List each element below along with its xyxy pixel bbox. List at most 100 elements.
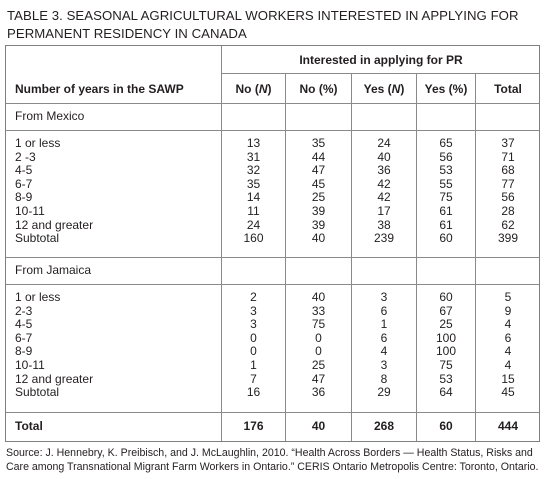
cell-no-n: 7: [250, 371, 257, 386]
cell-total: 71: [501, 149, 515, 164]
cell-yes-n: 24: [377, 136, 391, 150]
cell-total: 62: [501, 217, 515, 232]
cell-no-n: 160: [243, 231, 264, 246]
cell-yes-pct: 61: [439, 217, 453, 232]
cell-yes-n: 38: [377, 217, 391, 232]
cell-no-pct: 40: [311, 231, 326, 246]
cell-no-pct: 36: [311, 385, 326, 400]
row-label: 6-7: [15, 330, 33, 345]
col-divider: [285, 74, 286, 441]
cell-total: 77: [501, 176, 515, 191]
cell-total: 4: [504, 358, 512, 372]
row-label: 1 or less: [15, 290, 61, 304]
cell-yes-n: 42: [377, 190, 391, 205]
cell-yes-n: 239: [373, 231, 395, 246]
row-label: 12 and greater: [15, 371, 94, 386]
cell-yes-n: 17: [377, 204, 391, 218]
row-label: 10-11: [15, 358, 45, 372]
cell-no-pct: 45: [311, 176, 326, 191]
cell-yes-pct: 75: [439, 358, 453, 372]
cell-total: 4: [504, 344, 512, 359]
section-label-jamaica: From Jamaica: [15, 263, 92, 277]
cell-yes-n: 42: [377, 176, 391, 191]
cell-no-pct: 35: [311, 136, 326, 150]
row-label: 8-9: [15, 190, 33, 205]
total-yes-n: 268: [373, 419, 395, 433]
cell-no-pct: 33: [311, 303, 326, 318]
cell-yes-pct: 60: [439, 290, 453, 304]
cell-no-n: 11: [247, 204, 260, 218]
cell-no-pct: 25: [311, 358, 326, 372]
cell-total: 399: [497, 231, 519, 246]
cell-no-pct: 75: [311, 317, 326, 332]
cell-no-n: 32: [246, 163, 261, 178]
total-no-n: 176: [243, 419, 264, 433]
cell-no-n: 3: [250, 303, 257, 318]
cell-no-pct: 0: [315, 344, 322, 359]
row-label: 4-5: [15, 163, 33, 178]
cell-yes-pct: 100: [435, 330, 457, 345]
cell-no-n: 3: [250, 317, 257, 332]
cell-total: 37: [501, 136, 515, 150]
total-yes-pct: 60: [439, 419, 453, 433]
mexico-label-rule: [6, 130, 539, 131]
cell-yes-n: 8: [380, 371, 388, 386]
cell-total: 6: [504, 330, 512, 345]
cell-total: 56: [501, 190, 515, 205]
cell-no-n: 2: [250, 290, 257, 304]
col-header-total: Total: [494, 82, 522, 96]
cell-no-pct: 40: [311, 290, 326, 304]
cell-no-n: 31: [246, 149, 261, 164]
cell-yes-n: 40: [377, 149, 391, 164]
row-label: Subtotal: [15, 231, 60, 246]
col-header-yes-pct: Yes (%): [424, 82, 468, 96]
row-label: 12 and greater: [15, 217, 94, 232]
cell-total: 9: [504, 303, 512, 318]
table-title: TABLE 3. SEASONAL AGRICULTURAL WORKERS I…: [7, 8, 519, 41]
row-label: 4-5: [15, 317, 33, 332]
row-label: Subtotal: [15, 385, 60, 400]
cell-total: 15: [501, 371, 515, 386]
cell-yes-pct: 53: [439, 163, 453, 178]
cell-yes-pct: 53: [439, 371, 453, 386]
cell-yes-pct: 100: [435, 344, 457, 359]
cell-no-n: 1: [250, 358, 257, 372]
cell-yes-pct: 25: [439, 317, 453, 332]
cell-yes-pct: 55: [439, 176, 453, 191]
cell-total: 45: [501, 385, 515, 400]
col-divider: [475, 74, 476, 441]
cell-yes-n: 6: [380, 303, 388, 318]
row-label: 6-7: [15, 176, 33, 191]
col-header-no-pct: No (%): [299, 82, 338, 96]
col-divider: [351, 74, 352, 441]
cell-no-n: 14: [246, 190, 261, 205]
cell-no-pct: 39: [311, 204, 326, 218]
cell-no-n: 16: [246, 385, 261, 400]
cell-yes-n: 3: [380, 358, 388, 372]
cell-yes-pct: 67: [439, 303, 453, 318]
col-header-yes-n: Yes (N): [363, 82, 405, 96]
col-divider: [221, 46, 222, 441]
total-label: Total: [15, 419, 43, 433]
cell-yes-n: 6: [380, 330, 388, 345]
cell-no-pct: 44: [311, 149, 326, 164]
cell-no-pct: 25: [311, 190, 326, 205]
header-rule: [6, 103, 539, 104]
row-label: 2 -3: [15, 149, 36, 164]
cell-no-n: 0: [250, 330, 257, 345]
data-table: Interested in applying for PR Number of …: [5, 45, 540, 442]
cell-yes-pct: 65: [439, 136, 453, 150]
cell-total: 68: [501, 163, 515, 178]
cell-total: 4: [504, 317, 512, 332]
cell-yes-pct: 64: [439, 385, 453, 400]
group-header-rule: [221, 73, 539, 74]
cell-yes-n: 29: [377, 385, 391, 400]
row-label: 8-9: [15, 344, 33, 359]
cell-yes-pct: 60: [439, 231, 453, 246]
jamaica-label-rule: [6, 284, 539, 285]
total-total: 444: [497, 419, 519, 433]
source-note: Source: J. Hennebry, K. Preibisch, and J…: [6, 447, 539, 473]
cell-no-pct: 47: [311, 371, 326, 386]
row-label: 10-11: [15, 204, 45, 218]
cell-yes-pct: 61: [439, 204, 453, 218]
